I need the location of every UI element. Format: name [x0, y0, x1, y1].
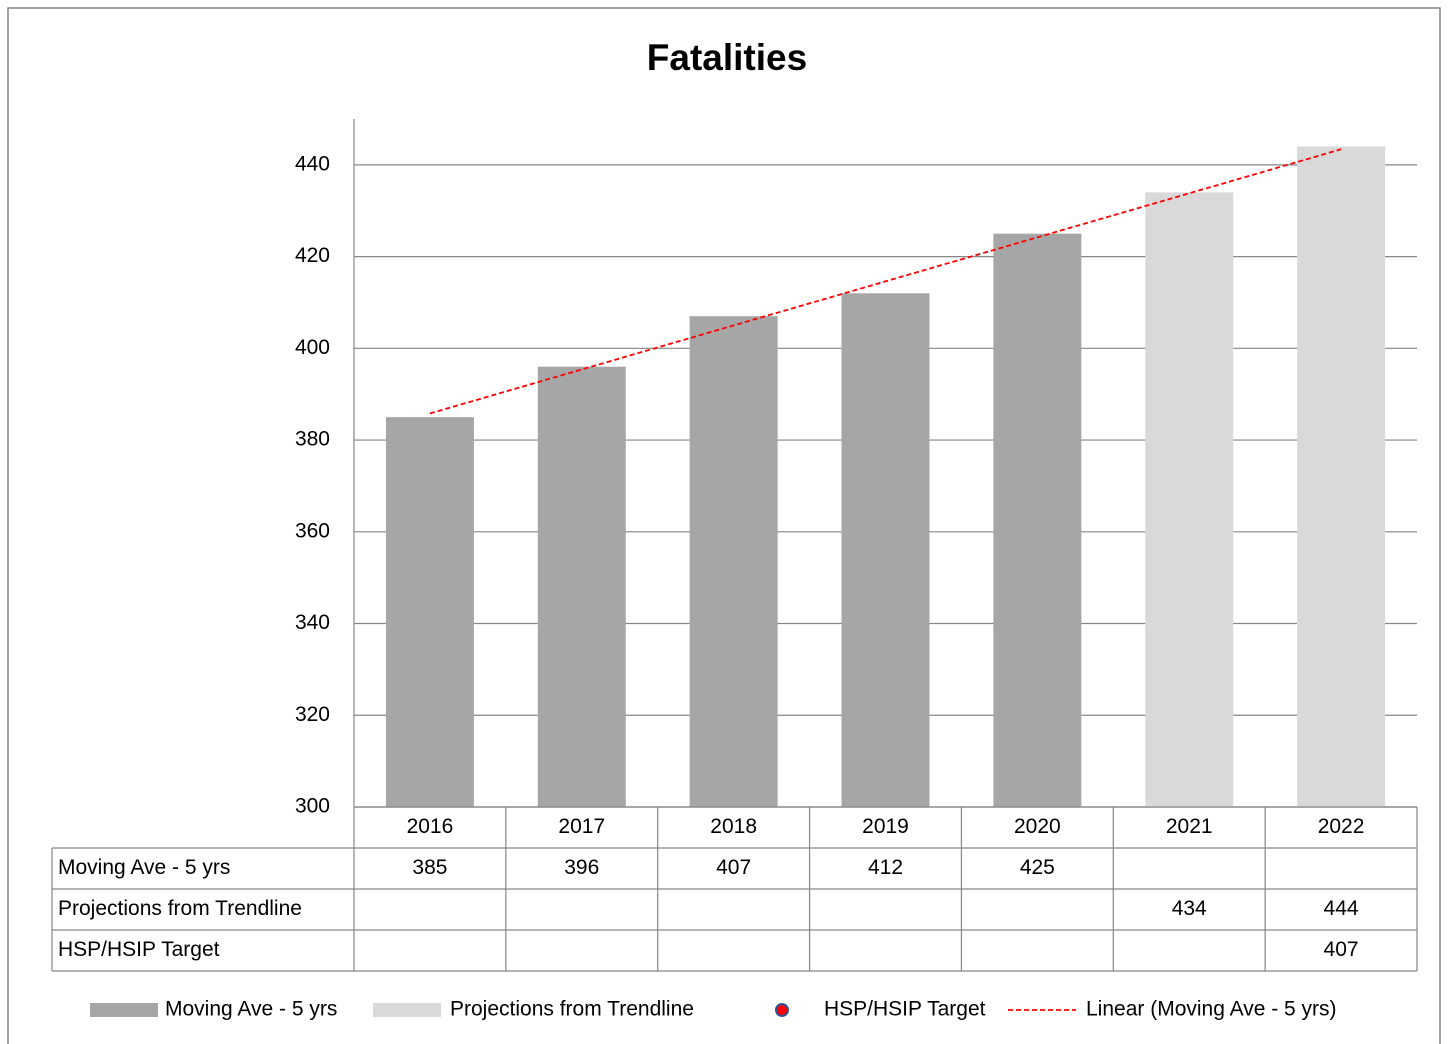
table-cell: 407 — [716, 856, 751, 879]
y-tick-label: 300 — [295, 795, 330, 818]
y-tick-label: 420 — [295, 244, 330, 267]
y-tick-label: 400 — [295, 336, 330, 359]
bar — [385, 417, 474, 807]
x-tick-label: 2020 — [1014, 815, 1061, 838]
x-tick-label: 2019 — [862, 815, 909, 838]
legend-swatch — [90, 1003, 158, 1017]
table-row-header: Moving Ave - 5 yrs — [58, 856, 230, 879]
table-row-header: Projections from Trendline — [58, 897, 302, 920]
table-cell: 407 — [1324, 938, 1359, 961]
legend-label: HSP/HSIP Target — [824, 998, 986, 1021]
legend-label: Moving Ave - 5 yrs — [165, 998, 337, 1021]
legend-label: Linear (Moving Ave - 5 yrs) — [1086, 998, 1337, 1021]
bar — [1145, 192, 1234, 808]
y-tick-label: 440 — [295, 152, 330, 175]
x-tick-label: 2022 — [1318, 815, 1365, 838]
trendline — [429, 148, 1342, 415]
x-tick-label: 2021 — [1166, 815, 1213, 838]
table-cell: 412 — [868, 856, 903, 879]
legend-swatch — [775, 1003, 789, 1017]
legend-label: Projections from Trendline — [450, 998, 694, 1021]
y-tick-label: 320 — [295, 703, 330, 726]
bar — [537, 366, 626, 807]
legend-swatch — [373, 1003, 441, 1017]
bar — [993, 233, 1082, 807]
y-tick-label: 360 — [295, 519, 330, 542]
table-cell: 434 — [1172, 897, 1207, 920]
table-cell: 396 — [564, 856, 599, 879]
x-tick-label: 2017 — [558, 815, 605, 838]
chart-title: Fatalities — [647, 37, 807, 78]
x-tick-label: 2018 — [710, 815, 757, 838]
bar — [689, 316, 778, 807]
bar — [1297, 146, 1386, 807]
table-row-header: HSP/HSIP Target — [58, 938, 220, 961]
table-cell: 444 — [1324, 897, 1359, 920]
y-tick-label: 380 — [295, 428, 330, 451]
x-tick-label: 2016 — [407, 815, 454, 838]
table-cell: 385 — [412, 856, 447, 879]
table-cell: 425 — [1020, 856, 1055, 879]
y-tick-label: 340 — [295, 611, 330, 634]
bar — [841, 293, 930, 807]
